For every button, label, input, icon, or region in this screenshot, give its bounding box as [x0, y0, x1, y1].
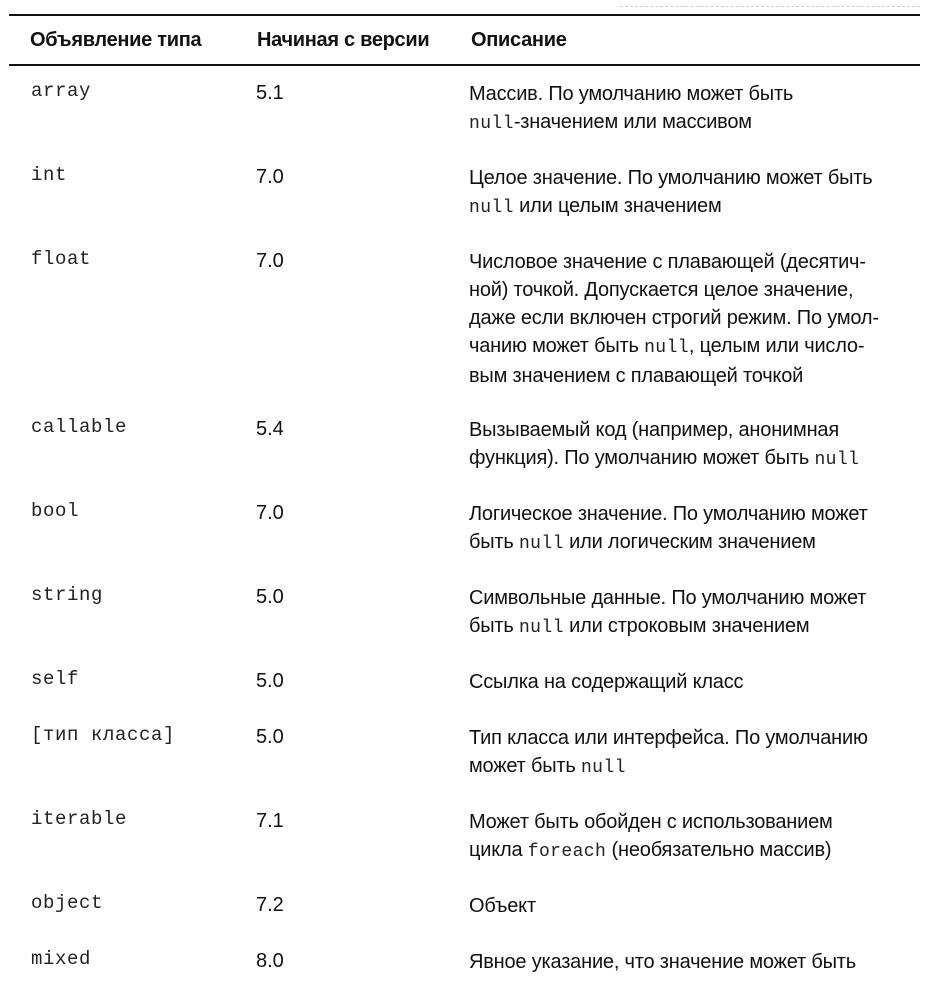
- code-fragment: null: [469, 114, 514, 134]
- top-dashed-rule: [620, 6, 920, 7]
- description-text: Числовое значение с плавающей (десятич-: [469, 251, 866, 273]
- type-declaration-cell: self: [31, 668, 80, 690]
- table-header-row: Объявление типа Начиная с версии Описани…: [9, 16, 920, 64]
- type-declaration-cell: int: [31, 164, 68, 186]
- description-text: или строковым значением: [563, 615, 810, 637]
- code-fragment: null: [518, 534, 564, 554]
- code-fragment: null: [644, 338, 689, 358]
- description-text: Может быть обойден с использованием: [469, 811, 833, 833]
- table-row: string 5.0 Символьные данные. По умолчанию…: [9, 568, 920, 652]
- type-declaration-cell: [тип класса]: [31, 724, 176, 746]
- table-row: float 7.0 Числовое значение с плавающей (д…: [9, 232, 920, 400]
- since-version-cell: 7.0: [256, 166, 284, 188]
- code-fragment: foreach: [527, 842, 607, 862]
- description-cell: Тип класса или интерфейса. По умолчанию м…: [448, 708, 920, 792]
- table-row: int 7.0 Целое значение. По умолчанию может…: [9, 148, 920, 232]
- description-text: чанию может быть: [469, 335, 645, 357]
- description-text: Тип класса или интерфейса. По умолчанию: [469, 727, 868, 749]
- description-text: , целым или число-: [688, 335, 865, 357]
- description-text: ной) точкой. Допускается целое значение,: [469, 279, 854, 301]
- description-cell: Вызываемый код (например, анонимная функц…: [448, 400, 920, 484]
- type-declarations-table: Объявление типа Начиная с версии Описани…: [9, 16, 920, 992]
- type-declaration-cell: mixed: [31, 948, 92, 970]
- type-declaration-cell: callable: [31, 416, 128, 438]
- description-cell: Символьные данные. По умолчанию может быт…: [448, 568, 920, 652]
- table-row: callable 5.4 Вызываемый код (например, ано…: [9, 400, 920, 484]
- description-text: быть: [469, 615, 519, 637]
- description-text: быть: [469, 531, 519, 553]
- since-version-cell: 8.0: [256, 950, 284, 972]
- type-declaration-cell: string: [31, 584, 104, 606]
- page: Объявление типа Начиная с версии Описани…: [9, 6, 920, 973]
- description-text: Логическое значение. По умолчанию может: [469, 503, 868, 525]
- since-version-cell: 7.2: [256, 894, 284, 916]
- description-text: Целое значение. По умолчанию может быть: [469, 167, 873, 189]
- description-cell: Явное указание, что значение может быть: [448, 932, 920, 992]
- description-text: Вызываемый код (например, анонимная: [469, 419, 839, 441]
- code-fragment: null: [814, 450, 860, 470]
- header-since-version: Начиная с версии: [257, 28, 430, 51]
- table-row: mixed 8.0 Явное указание, что значение мож…: [9, 932, 920, 992]
- header-type-declaration: Объявление типа: [30, 28, 202, 51]
- description-text: -значением или массивом: [513, 111, 752, 133]
- type-declaration-cell: array: [31, 80, 92, 102]
- type-declaration-cell: bool: [31, 500, 80, 522]
- table-row: [тип класса] 5.0 Тип класса или интерфейса…: [9, 708, 920, 792]
- type-declaration-cell: iterable: [31, 808, 128, 830]
- header-description: Описание: [471, 28, 567, 51]
- description-cell: Ссылка на содержащий класс: [448, 652, 920, 708]
- description-cell: Объект: [448, 876, 920, 932]
- since-version-cell: 7.1: [256, 810, 284, 832]
- description-text: может быть: [469, 755, 581, 777]
- table-row: self 5.0 Ссылка на содержащий класс: [9, 652, 920, 708]
- description-text: вым значением с плавающей точкой: [469, 365, 804, 387]
- table-row: array 5.1 Массив. По умолчанию может быть n…: [9, 64, 920, 148]
- description-text: функция). По умолчанию может быть: [469, 447, 815, 469]
- since-version-cell: 7.0: [256, 250, 284, 272]
- type-declaration-cell: object: [31, 892, 104, 914]
- description-cell: Числовое значение с плавающей (десятич-н…: [448, 232, 920, 400]
- code-fragment: null: [518, 618, 564, 638]
- type-declaration-cell: float: [31, 248, 92, 270]
- description-text: Символьные данные. По умолчанию может: [469, 587, 867, 609]
- table-row: iterable 7.1 Может быть обойден с использо…: [9, 792, 920, 876]
- table-header-rule: [9, 64, 920, 66]
- description-cell: Массив. По умолчанию может быть null-знач…: [448, 64, 920, 148]
- table-top-rule: [9, 14, 920, 16]
- description-text: Массив. По умолчанию может быть: [469, 83, 794, 105]
- description-text: или целым значением: [513, 195, 722, 217]
- code-fragment: null: [469, 198, 514, 218]
- code-fragment: null: [580, 758, 626, 778]
- description-text: Явное указание, что значение может быть: [469, 951, 856, 973]
- table-row: bool 7.0 Логическое значение. По умолчанию…: [9, 484, 920, 568]
- since-version-cell: 5.1: [256, 82, 284, 104]
- description-text: (необязательно массив): [606, 839, 832, 861]
- since-version-cell: 5.0: [256, 670, 284, 692]
- since-version-cell: 7.0: [256, 502, 284, 524]
- description-text: или логическим значением: [563, 531, 816, 553]
- since-version-cell: 5.0: [256, 586, 284, 608]
- description-text: Ссылка на содержащий класс: [469, 671, 744, 693]
- table-row: object 7.2 Объект: [9, 876, 920, 932]
- description-cell: Может быть обойден с использованием цикла…: [448, 792, 920, 876]
- description-text: цикла: [469, 839, 528, 861]
- since-version-cell: 5.0: [256, 726, 284, 748]
- description-text: Объект: [469, 895, 536, 917]
- since-version-cell: 5.4: [256, 418, 284, 440]
- description-text: даже если включен строгий режим. По умол…: [469, 307, 879, 329]
- description-cell: Целое значение. По умолчанию может быть n…: [448, 148, 920, 232]
- description-cell: Логическое значение. По умолчанию может б…: [448, 484, 920, 568]
